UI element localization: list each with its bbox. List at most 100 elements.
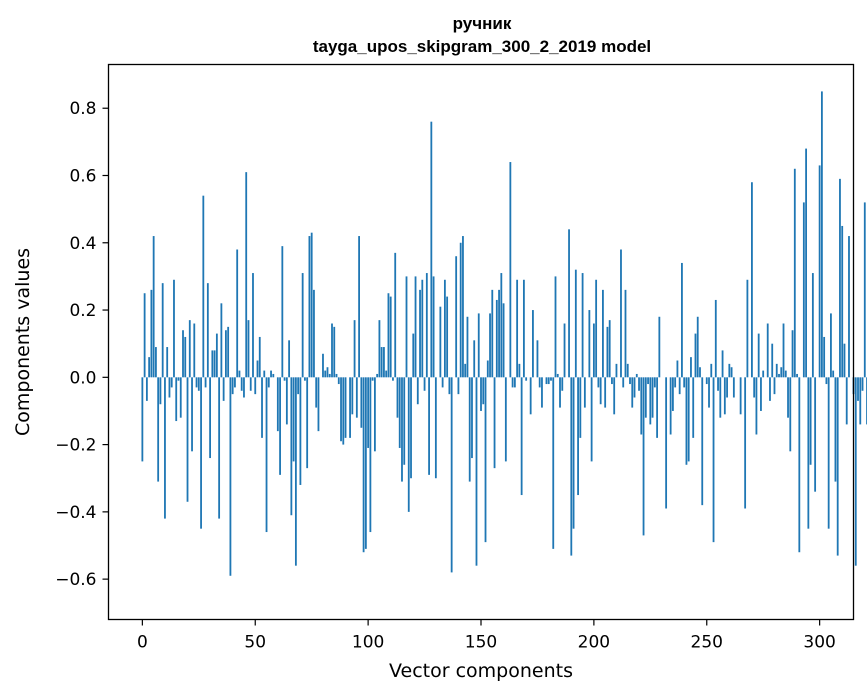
bar-63 [283,377,286,381]
bar-195 [581,273,584,378]
bar-166 [516,279,519,378]
bar-308 [836,377,839,556]
bar-37 [224,330,227,378]
bar-193 [577,377,579,496]
bar-185 [559,377,561,408]
bar-223 [644,377,647,418]
bar-122 [416,377,419,405]
bar-106 [380,347,383,378]
bar-112 [394,252,397,378]
plot-frame [107,63,855,621]
bar-105 [378,320,381,378]
bar-102 [371,377,374,381]
chart-title-line-2: tayga_upos_skipgram_300_2_2019 model [313,37,651,56]
bar-232 [665,377,668,509]
bar-160 [502,303,505,378]
bar-144 [466,316,469,378]
x-tick-label-150: 150 [465,633,497,653]
bar-0 [141,377,144,462]
bar-303 [825,377,828,385]
bar-268 [746,279,749,378]
bar-170 [525,377,528,381]
bar-116 [403,377,406,465]
bar-145 [468,377,471,482]
bar-135 [446,296,449,378]
bar-127 [428,377,430,475]
bar-75 [310,232,313,378]
bar-273 [757,333,760,378]
bar-27 [202,195,205,378]
bar-158 [498,289,500,378]
bar-87 [337,377,340,385]
bar-73 [306,377,309,469]
bar-208 [611,377,613,385]
bar-301 [820,91,823,378]
bar-250 [705,377,708,385]
bar-206 [606,326,609,378]
bar-184 [556,373,559,378]
bar-209 [613,377,616,415]
bar-191 [572,377,575,529]
bar-143 [464,363,467,378]
bar-81 [324,370,327,378]
bar-210 [615,363,618,378]
bar-248 [701,377,704,506]
bar-240 [683,377,686,388]
y-tick-label-0.2: 0.2 [69,301,96,321]
bar-4 [150,289,153,378]
bar-204 [602,289,604,378]
bar-175 [536,340,539,378]
bar-318 [859,377,862,425]
bar-36 [222,377,225,401]
bar-173 [532,310,534,378]
bar-65 [288,340,291,378]
bar-196 [583,377,586,408]
bar-300 [818,165,821,378]
bar-74 [308,236,311,378]
bar-50 [254,377,257,395]
bar-207 [608,320,611,378]
bar-187 [563,323,566,378]
bar-54 [263,370,266,378]
bar-20 [186,377,189,502]
bar-302 [823,336,826,378]
bar-294 [805,148,807,378]
bar-142 [462,236,464,378]
bar-150 [480,377,482,411]
bar-177 [541,377,543,408]
bar-126 [425,273,428,378]
bar-183 [554,276,557,378]
bar-254 [714,299,717,378]
bar-157 [495,299,498,378]
bar-35 [220,303,223,378]
bar-282 [778,373,780,378]
bar-245 [694,333,697,378]
bar-107 [383,347,385,378]
bar-140 [457,377,460,395]
x-tick-label-50: 50 [244,633,266,653]
bar-290 [796,373,798,378]
bar-137 [450,377,453,573]
bar-45 [243,377,245,398]
bar-146 [471,377,473,459]
bar-9 [161,283,164,378]
bar-246 [696,316,699,378]
bar-291 [798,377,801,553]
bar-159 [500,273,503,378]
bar-115 [401,377,403,482]
y-tick-label-0.4: 0.4 [69,234,96,254]
bar-235 [671,377,674,411]
bar-279 [771,343,774,378]
bar-61 [279,377,281,475]
bar-219 [635,373,638,378]
y-tick-label-0: 0.0 [69,368,96,388]
bar-311 [843,343,846,378]
bar-38 [227,326,230,378]
bar-153 [486,360,489,378]
bar-124 [421,279,424,378]
bar-85 [333,326,336,378]
bar-147 [473,340,476,378]
bar-60 [276,377,279,432]
bar-82 [326,367,329,378]
bar-167 [518,363,521,378]
